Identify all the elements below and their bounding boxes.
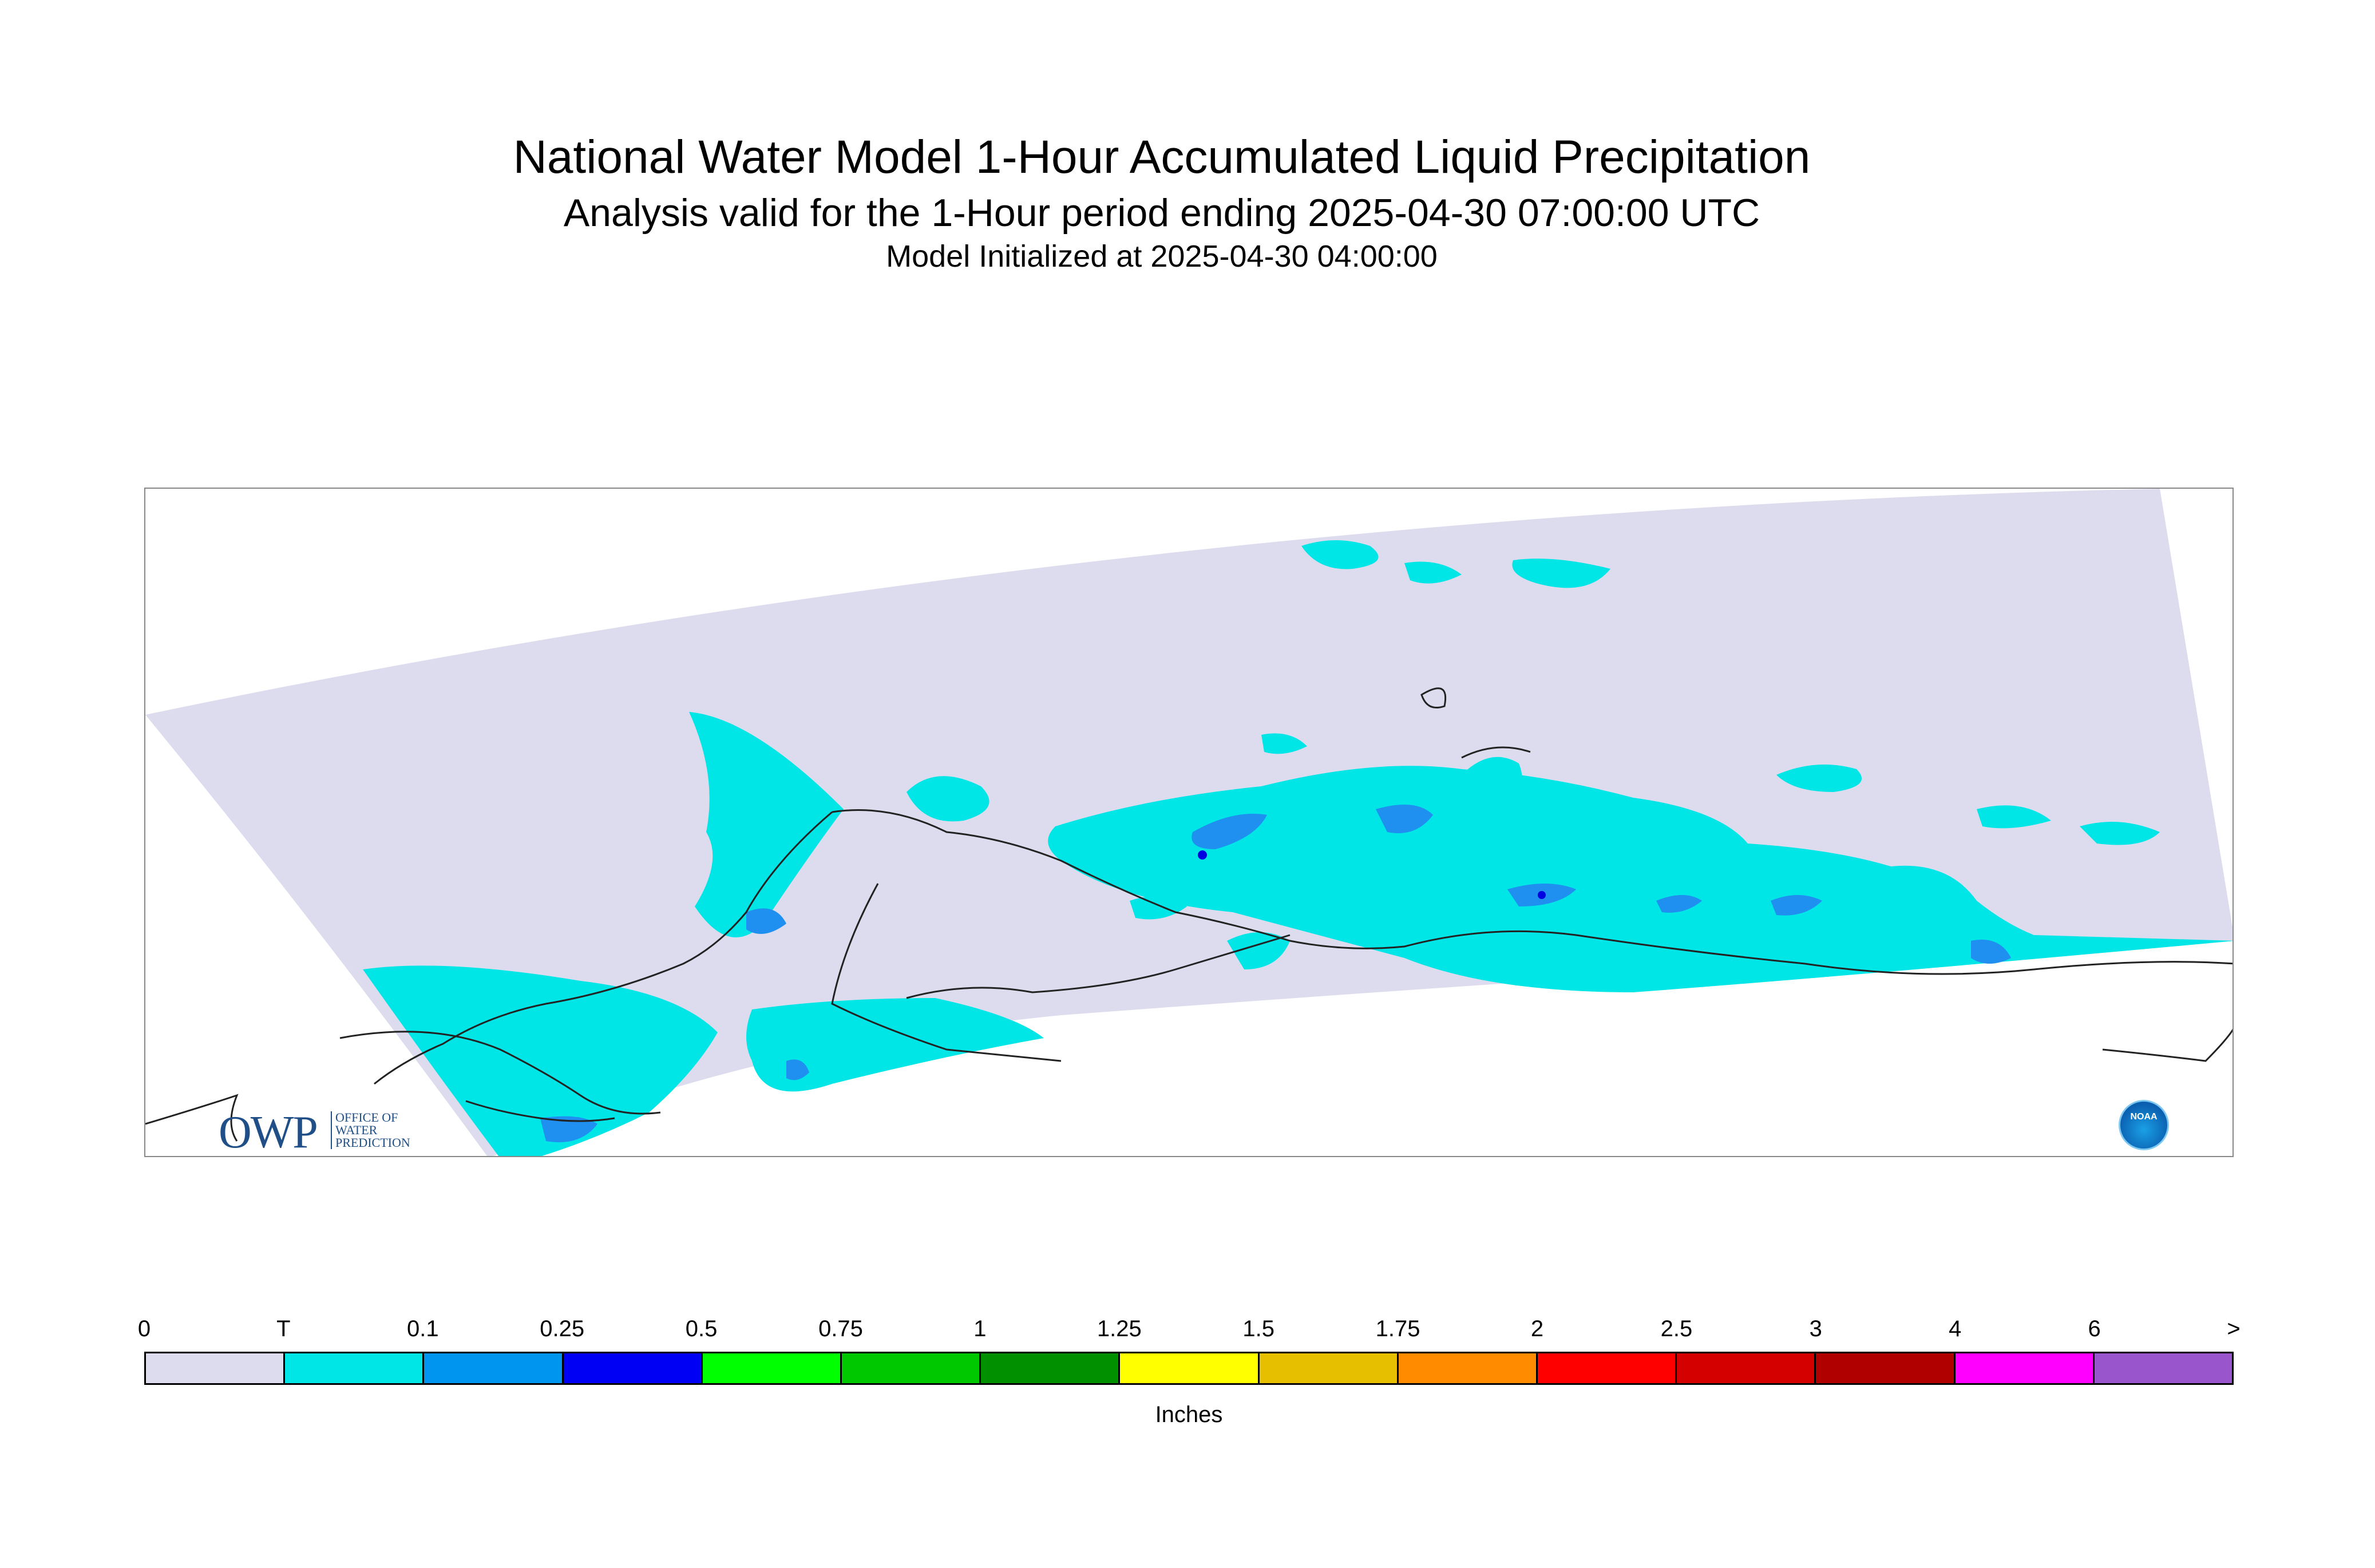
legend-tick-label: 0.25 <box>540 1316 585 1341</box>
legend-swatch <box>1538 1353 1677 1383</box>
precip-moderate <box>1198 850 1546 899</box>
legend-tick-label: 0.1 <box>406 1316 439 1341</box>
legend-tick-label: 0.5 <box>685 1316 718 1341</box>
owp-mark: OWP <box>219 1107 318 1157</box>
owp-text: OFFICE OF WATER PREDICTION <box>331 1111 427 1149</box>
map-title: National Water Model 1-Hour Accumulated … <box>513 131 1811 183</box>
legend-swatch <box>1259 1353 1399 1383</box>
init-time: Model Initialized at 2025-04-30 04:00:00 <box>886 239 1438 274</box>
legend-tick-label: 1 <box>973 1316 987 1341</box>
legend-swatch <box>702 1353 842 1383</box>
legend-unit-label: Inches <box>1155 1402 1223 1427</box>
legend-swatch <box>146 1353 286 1383</box>
legend-tick-label: 1.75 <box>1375 1316 1420 1341</box>
legend-swatch <box>981 1353 1121 1383</box>
legend: 0 T 0.1 0.25 0.5 0.75 1 1.25 1.5 1.75 2 2.5 3 4 6 > Inc… <box>138 1316 2241 1427</box>
legend-tick-label: 6 <box>2088 1316 2101 1341</box>
legend-swatch <box>842 1353 981 1383</box>
legend-tick-label: 0 <box>137 1316 151 1341</box>
precip-trace <box>363 540 2232 1156</box>
noaa-logo: NOAA <box>2119 1100 2169 1150</box>
legend-tick-label: 4 <box>1949 1316 1962 1341</box>
legend-tick-label: T <box>276 1316 291 1341</box>
legend-swatch <box>1120 1353 1260 1383</box>
legend-ticks: 0 T 0.1 0.25 0.5 0.75 1 1.25 1.5 1.75 2 2.5 3 4 6 > <box>138 1316 2241 1351</box>
legend-tick-label: > <box>2227 1316 2241 1341</box>
legend-swatch <box>1816 1353 1956 1383</box>
legend-tick-label: 1.5 <box>1242 1316 1274 1341</box>
noaa-text: NOAA <box>2130 1112 2158 1122</box>
legend-swatch <box>285 1353 425 1383</box>
legend-swatch <box>2094 1353 2232 1383</box>
legend-swatch <box>563 1353 703 1383</box>
precip-light <box>540 805 2011 1142</box>
map-panel[interactable]: OWP OFFICE OF WATER PREDICTION NOAA <box>144 488 2234 1157</box>
legend-colorbar <box>144 1352 2234 1385</box>
legend-swatch <box>1955 1353 2095 1383</box>
legend-tick-label: 3 <box>1809 1316 1822 1341</box>
legend-tick-label: 0.75 <box>818 1316 863 1341</box>
owp-logo: OWP OFFICE OF WATER PREDICTION <box>219 1107 410 1157</box>
map-subtitle: Analysis valid for the 1-Hour period end… <box>563 191 1760 235</box>
legend-swatch <box>1677 1353 1816 1383</box>
coastlines <box>145 687 2232 1142</box>
legend-swatch <box>1398 1353 1538 1383</box>
legend-tick-label: 2 <box>1530 1316 1544 1341</box>
legend-swatch <box>424 1353 564 1383</box>
legend-tick-label: 2.5 <box>1660 1316 1693 1341</box>
legend-tick-label: 1.25 <box>1097 1316 1142 1341</box>
precip-map <box>145 489 2232 1156</box>
